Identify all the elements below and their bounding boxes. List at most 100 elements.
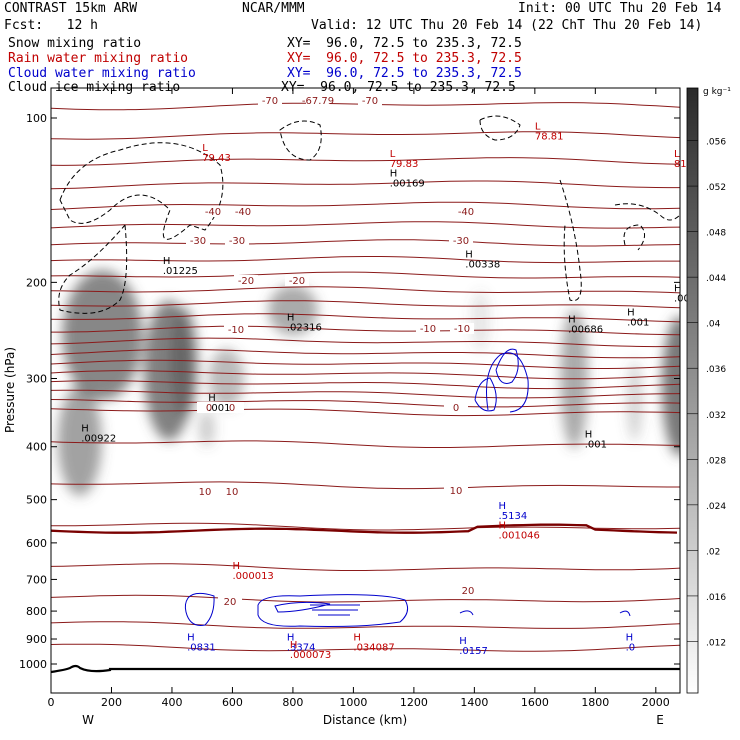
contour-label-bg <box>306 95 330 106</box>
isotherm <box>51 481 680 490</box>
temperature-label: -20 <box>289 276 305 287</box>
colorbar-ticks: .056 .052 .048 .044 .04 .036 .032 .028 .024 .02 .0… <box>687 138 726 648</box>
x-tick-label: 1200 <box>400 696 428 709</box>
extremum-value: .001 <box>627 318 649 329</box>
extremum-marker: H <box>287 632 295 643</box>
colorbar-unit: g kg⁻¹ <box>703 87 731 97</box>
contour-label-bg <box>416 323 440 334</box>
contour-label-bg <box>225 235 249 246</box>
isotherm <box>51 325 680 336</box>
extremum-marker: H <box>390 169 398 180</box>
colorbar-tick-label: .052 <box>706 183 726 193</box>
snow-shade-blob <box>267 285 318 336</box>
forecast-hour: Fcst: 12 h <box>4 18 98 33</box>
field-rain-xy: XY= 96.0, 72.5 to 235.3, 72.5 <box>287 51 522 66</box>
temperature-label: -10 <box>420 324 436 335</box>
extremum-marker: H <box>290 640 298 651</box>
colorbar <box>686 87 699 694</box>
temperature-label: 10 <box>199 487 212 498</box>
cloud-water-contour <box>619 610 631 617</box>
extremum-marker: H <box>208 393 216 404</box>
colorbar-tick-label: .036 <box>706 365 726 375</box>
cloud-water-contour <box>474 377 497 412</box>
isotherm <box>51 180 680 190</box>
zero-isotherm <box>51 523 678 534</box>
contour-label-bg <box>444 485 468 496</box>
colorbar-tick-label: .056 <box>706 138 726 148</box>
isotherm <box>51 522 680 531</box>
temperature-label: -67.79 <box>302 96 334 107</box>
extremum-value: .001 <box>585 440 607 451</box>
extremum-value: .02316 <box>287 323 322 334</box>
cloud-water-contour <box>495 348 519 384</box>
y-tick-label: 500 <box>26 494 47 507</box>
contour-label-bg <box>454 206 478 217</box>
snow-shade-blob <box>662 316 680 457</box>
terrain-surface <box>51 664 680 674</box>
y-tick-label: 1000 <box>19 658 47 671</box>
field-snow-name: Snow mixing ratio <box>8 36 142 51</box>
x-tick-label: 800 <box>282 696 303 709</box>
cloud-ice-contour <box>479 115 521 141</box>
y-tick-label: 800 <box>26 605 47 618</box>
y-axis-label: Pressure (hPa) <box>3 347 17 433</box>
contour-label-bg <box>220 402 244 413</box>
x-tick-label: 400 <box>161 696 182 709</box>
isotherm <box>51 348 680 359</box>
temperature-label: 10 <box>226 487 239 498</box>
isotherm <box>51 408 680 417</box>
isotherm <box>51 131 680 140</box>
extremum-value: 79.43 <box>202 153 231 164</box>
colorbar-tick-label: .012 <box>706 638 726 648</box>
temperature-label: 0 <box>453 403 459 414</box>
extremum-marker: L <box>202 143 208 154</box>
y-tick-label: 700 <box>26 573 47 586</box>
cloud-water-contour <box>486 352 529 413</box>
y-tick-label: 300 <box>26 373 47 386</box>
extremum-value: .000073 <box>290 650 331 661</box>
colorbar-tick-label: .032 <box>706 411 726 421</box>
extremum-marker: L <box>674 149 680 160</box>
extremum-value: 79.83 <box>390 159 419 170</box>
contour-labels: -70 -67.79 -70 -40 -40 -40 -30 -30 -30 -20 -20 -10 -… <box>186 95 480 608</box>
extremum-value: .000013 <box>232 571 273 582</box>
extremum-value: .3374 <box>287 642 316 653</box>
temperature-label: -40 <box>235 207 251 218</box>
extremum-value: .0831 <box>187 642 216 653</box>
snow-shade-blob <box>57 385 102 496</box>
temperature-label: -70 <box>362 96 378 107</box>
isotherm <box>51 621 680 629</box>
temperature-label: -40 <box>205 207 221 218</box>
extremum-marker: H <box>459 636 467 647</box>
extremum-value: .001046 <box>499 531 540 542</box>
extremum-marker: H <box>287 313 295 324</box>
y-tick-label: 600 <box>26 537 47 550</box>
isotherm <box>51 256 680 264</box>
extremum-marker: L <box>535 122 541 133</box>
x-tick-label: 1600 <box>521 696 549 709</box>
isotherm <box>51 359 680 369</box>
temperature-label: 10 <box>450 486 463 497</box>
field-cloudwater-name: Cloud water mixing ratio <box>8 66 196 81</box>
temperature-label: -10 <box>228 325 244 336</box>
colorbar-tick-label: .016 <box>706 593 726 603</box>
snow-shade-blob <box>198 410 215 447</box>
extremum-value: .005 <box>674 294 696 305</box>
contour-label-bg <box>449 235 473 246</box>
extremum-marker: H <box>499 521 507 532</box>
colorbar-tick-label: .048 <box>706 229 726 239</box>
y-tick-label: 900 <box>26 633 47 646</box>
colorbar-tick-label: .028 <box>706 456 726 466</box>
extremum-marker: H <box>232 561 240 572</box>
temperature-label: -10 <box>454 324 470 335</box>
temperature-label: 0 <box>206 403 212 414</box>
cloud-ice-contour <box>279 120 322 161</box>
temperature-label: 20 <box>462 586 475 597</box>
extremum-marker: H <box>626 632 634 643</box>
cloud-ice-contour <box>58 224 128 314</box>
temperature-label: 0 <box>229 403 235 414</box>
isotherm <box>51 157 680 166</box>
contour-label-bg <box>218 596 242 607</box>
y-tick-label: 100 <box>26 112 47 125</box>
cloud-ice-contour <box>623 224 645 251</box>
